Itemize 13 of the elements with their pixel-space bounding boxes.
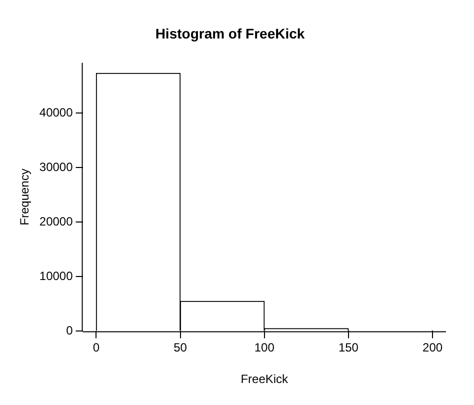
y-tick-label: 10000 (39, 268, 74, 283)
y-tick-label: 20000 (39, 214, 74, 228)
y-axis-title: Frequency (18, 168, 32, 226)
chart-title: Histogram of FreeKick (155, 25, 305, 42)
x-tick-label: 200 (422, 340, 443, 355)
y-tick-label: 0 (66, 324, 74, 338)
x-tick-label: 150 (338, 340, 359, 355)
y-tick-label: 40000 (39, 105, 74, 120)
x-axis-title: FreeKick (240, 372, 290, 386)
y-tick-label: 30000 (39, 160, 74, 174)
x-tick-label: 50 (174, 340, 188, 355)
x-tick-label: 0 (92, 340, 100, 355)
x-tick-label: 100 (254, 340, 275, 355)
